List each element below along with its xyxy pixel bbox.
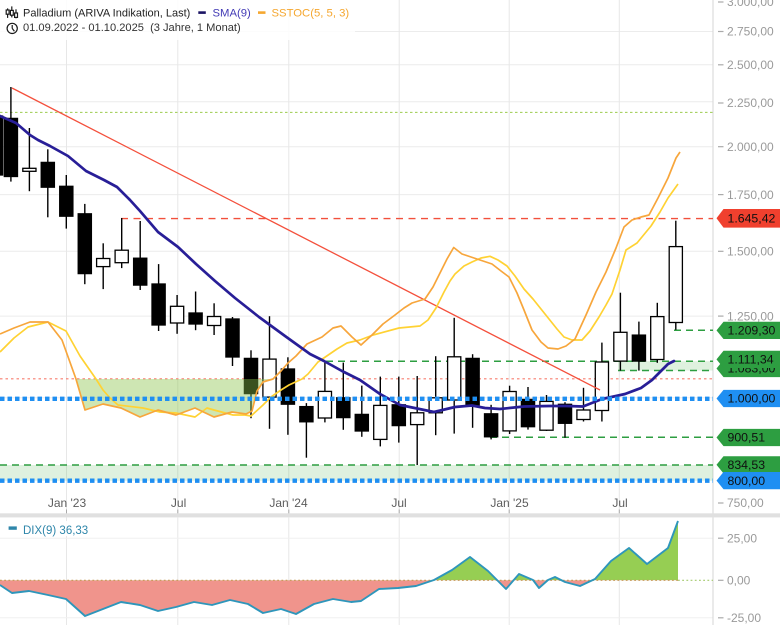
svg-text:1.111,34: 1.111,34 [728, 353, 774, 367]
svg-text:Palladium (ARIVA Indikation, L: Palladium (ARIVA Indikation, Last) [23, 7, 190, 19]
svg-text:1.750,00: 1.750,00 [727, 188, 774, 202]
svg-text:2.500,00: 2.500,00 [727, 58, 774, 72]
svg-text:1.250,00: 1.250,00 [727, 309, 774, 323]
svg-text:900,51: 900,51 [728, 431, 766, 445]
svg-text:834,53: 834,53 [728, 458, 766, 472]
svg-text:Jul: Jul [171, 496, 186, 510]
svg-text:Jan '23: Jan '23 [48, 496, 87, 510]
svg-text:2.750,00: 2.750,00 [727, 25, 774, 39]
svg-text:1.000,00: 1.000,00 [728, 392, 776, 406]
svg-text:1.500,00: 1.500,00 [727, 245, 774, 259]
svg-text:750,00: 750,00 [727, 496, 764, 510]
svg-text:01.09.2022 - 01.10.2025 (3 Ja: 01.09.2022 - 01.10.2025 (3 Jahre, 1 Mona… [23, 22, 241, 34]
svg-text:2.000,00: 2.000,00 [727, 140, 774, 154]
svg-text:3.000,00: 3.000,00 [727, 0, 774, 9]
svg-text:Jan '25: Jan '25 [490, 496, 529, 510]
svg-text:-25,00: -25,00 [727, 611, 761, 625]
svg-text:25,00: 25,00 [727, 531, 757, 545]
svg-text:0,00: 0,00 [727, 574, 751, 588]
svg-text:Jan '24: Jan '24 [269, 496, 308, 510]
svg-text:1.209,30: 1.209,30 [728, 324, 776, 338]
svg-text:800,00: 800,00 [728, 474, 766, 488]
svg-text:Jul: Jul [612, 496, 627, 510]
svg-text:Jul: Jul [391, 496, 406, 510]
svg-text:2.250,00: 2.250,00 [727, 96, 774, 110]
svg-text:SMA(9): SMA(9) [213, 7, 252, 19]
svg-text:1.645,42: 1.645,42 [728, 212, 776, 226]
svg-text:SSTOC(5, 5, 3): SSTOC(5, 5, 3) [272, 7, 350, 19]
svg-text:DIX(9) 36,33: DIX(9) 36,33 [23, 525, 88, 537]
